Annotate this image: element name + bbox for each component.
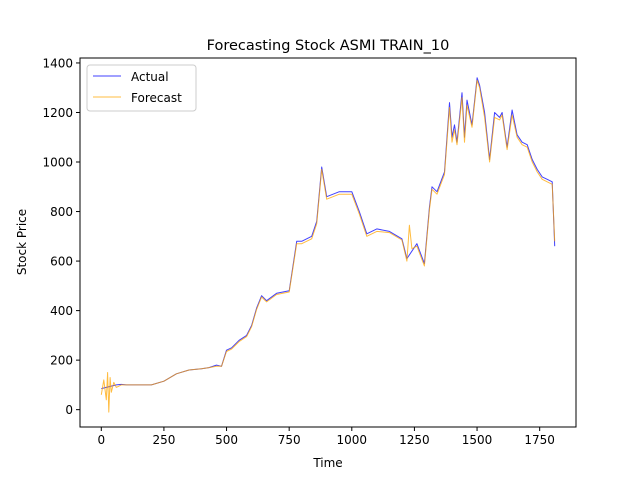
series-lines (100, 77, 556, 413)
y-axis-label: Stock Price (15, 209, 29, 275)
x-tick-label: 1750 (524, 433, 555, 447)
x-axis-ticks: 0 250 500 750 1000 1250 1500 1750 (97, 427, 555, 447)
series-line-actual (101, 77, 556, 390)
y-tick-label: 0 (65, 403, 73, 417)
legend-label-forecast: Forecast (131, 91, 182, 105)
x-axis-label: Time (312, 456, 342, 470)
x-tick-label: 1250 (399, 433, 430, 447)
y-tick-label: 800 (50, 205, 73, 219)
x-tick-label: 0 (97, 433, 105, 447)
series-line-forecast (100, 79, 556, 413)
x-tick-label: 1000 (337, 433, 368, 447)
x-tick-label: 1500 (462, 433, 493, 447)
x-tick-label: 750 (278, 433, 301, 447)
y-tick-label: 600 (50, 255, 73, 269)
y-axis-ticks: 0 200 400 600 800 1000 1200 1400 (42, 56, 80, 417)
chart-title: Forecasting Stock ASMI TRAIN_10 (207, 38, 450, 54)
legend: Actual Forecast (86, 64, 197, 112)
x-tick-label: 250 (152, 433, 175, 447)
x-tick-label: 500 (215, 433, 238, 447)
plot-frame (79, 57, 577, 428)
legend-label-actual: Actual (131, 70, 169, 84)
y-tick-label: 1400 (42, 56, 73, 70)
y-tick-label: 1200 (42, 106, 73, 120)
y-tick-label: 1000 (42, 156, 73, 170)
y-tick-label: 200 (50, 354, 73, 368)
y-tick-label: 400 (50, 304, 73, 318)
